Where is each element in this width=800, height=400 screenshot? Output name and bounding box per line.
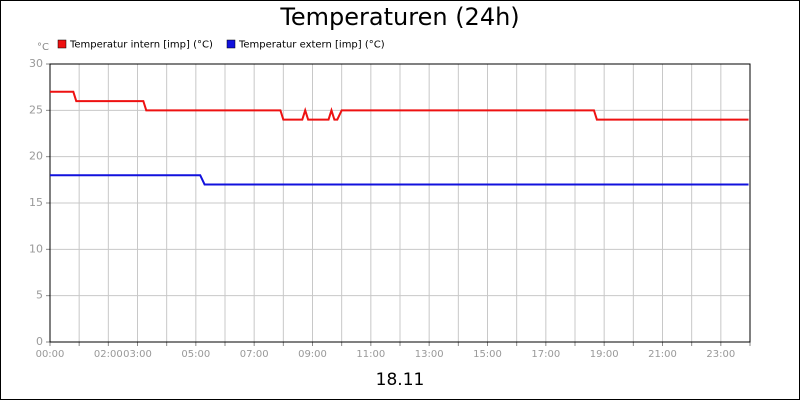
x-tick-label: 21:00 (648, 349, 677, 360)
y-tick-label: 30 (29, 57, 43, 70)
x-tick-label: 11:00 (356, 349, 385, 360)
x-tick-label: 09:00 (298, 349, 327, 360)
series-line (50, 174, 749, 186)
y-unit: °C (37, 42, 49, 53)
y-tick-label: 25 (29, 103, 43, 116)
x-tick-label: 19:00 (590, 349, 619, 360)
x-tick-label: 17:00 (531, 349, 560, 360)
x-tick-label: 00:00 (36, 349, 65, 360)
x-tick-label: 15:00 (473, 349, 502, 360)
plot-border (49, 63, 751, 343)
x-tick-label: 07:00 (240, 349, 269, 360)
x-tick-label: 03:00 (123, 349, 152, 360)
y-tick-label: 5 (36, 289, 43, 302)
x-tick-label: 02:00 (94, 349, 123, 360)
y-tick-label: 20 (29, 150, 43, 163)
legend-label: Temperatur intern [imp] (°C) (69, 40, 213, 51)
y-tick-label: 0 (36, 335, 43, 348)
y-tick-label: 15 (29, 196, 43, 209)
x-tick-label: 05:00 (181, 349, 210, 360)
legend-swatch (57, 39, 67, 49)
legend-label: Temperatur extern [imp] (°C) (238, 40, 385, 51)
series-line (50, 90, 749, 121)
x-tick-label: 13:00 (415, 349, 444, 360)
x-label: 18.11 (376, 370, 425, 390)
legend-swatch (226, 39, 236, 49)
x-tick-label: 23:00 (706, 349, 735, 360)
chart-title: Temperaturen (24h) (279, 3, 519, 31)
y-tick-label: 10 (29, 242, 43, 255)
